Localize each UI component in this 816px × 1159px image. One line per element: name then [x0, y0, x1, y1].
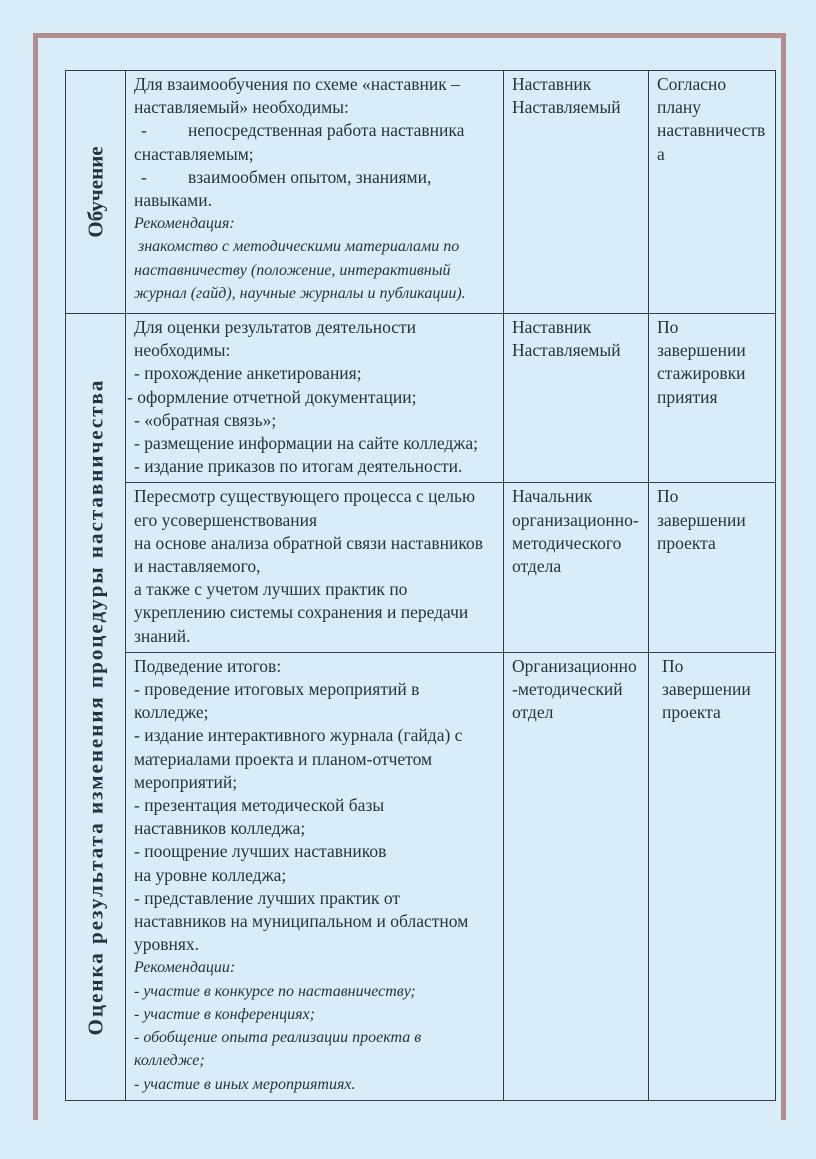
- participants-cell-evaluation: Наставник Наставляемый: [503, 312, 649, 484]
- activity-item: - взаимообмен опытом, знаниями, навыками.: [134, 166, 495, 212]
- activity-item-text: непосредственная работа наставника снаст…: [134, 120, 465, 164]
- stage-cell-training: Обучение: [65, 70, 126, 314]
- timing-cell-revision: По завершении проекта: [648, 482, 776, 653]
- stage-label-training: Обучение: [82, 146, 107, 238]
- recommendation-text: знакомство с методическими материалами п…: [134, 238, 466, 302]
- list-dash-marker: -: [141, 120, 147, 141]
- participants-cell-revision: Начальник организационно-методического о…: [503, 482, 649, 653]
- row-training: Обучение Для взаимообучения по схеме «на…: [65, 70, 776, 314]
- activity-item: - представление лучших практик от настав…: [134, 887, 469, 955]
- activity-cell-evaluation: Для оценки результатов деятельности необ…: [125, 312, 504, 484]
- activity-item: - поощрение лучших наставников на уровне…: [134, 841, 387, 885]
- activity-item: - «обратная связь»;: [134, 409, 277, 430]
- recommendation-item: - участие в конкурсе по наставничеству;: [134, 982, 416, 1000]
- activity-cell-revision: Пересмотр существующего процесса с целью…: [125, 482, 504, 653]
- activity-cell-summary: Подведение итогов: - проведение итоговых…: [125, 651, 504, 1101]
- row-revision: Пересмотр существующего процесса с целью…: [66, 482, 776, 653]
- activity-item: - издание приказов по итогам деятельност…: [134, 456, 463, 477]
- activity-intro: Для взаимообучения по схеме «наставник –…: [134, 74, 460, 118]
- recommendation-title: Рекомендация:: [134, 215, 235, 233]
- timing-cell-summary: По завершении проекта: [648, 651, 776, 1101]
- activity-item: - оформление отчетной документации;: [127, 386, 417, 407]
- timing-text: По завершении проекта: [662, 655, 751, 723]
- activity-item: - презентация методической базы наставни…: [134, 795, 385, 839]
- activity-text: Пересмотр существующего процесса с целью…: [134, 486, 483, 646]
- recommendation-item: - участие в иных мероприятиях.: [134, 1075, 356, 1093]
- activity-item: - размещение информации на сайте колледж…: [134, 433, 479, 454]
- list-dash-marker: -: [141, 166, 147, 187]
- timing-text: По завершении проекта: [657, 486, 746, 553]
- activity-item: - прохождение анкетирования;: [134, 363, 362, 384]
- mentorship-plan-table: Обучение Для взаимообучения по схеме «на…: [65, 70, 776, 1101]
- participant-line: Наставляемый: [512, 340, 621, 361]
- participant-line: Наставник: [512, 74, 592, 94]
- participants-cell-training: Наставник Наставляемый: [503, 70, 649, 314]
- stage-cell-evaluation: Оценка результата изменения процедуры на…: [65, 313, 126, 1101]
- stage-label-evaluation: Оценка результата изменения процедуры на…: [82, 378, 107, 1036]
- activity-item: - проведение итоговых мероприятий в колл…: [134, 679, 420, 723]
- participants-cell-summary: Организационно-методический отдел: [503, 651, 649, 1101]
- activity-item: - издание интерактивного журнала (гайда)…: [134, 725, 463, 792]
- row-summary: Подведение итогов: - проведение итоговых…: [66, 651, 776, 1101]
- activity-item: - непосредственная работа наставника снас…: [134, 119, 495, 165]
- recommendation-item: - обобщение опыта реализации проекта в к…: [134, 1029, 422, 1070]
- participant-line: Наставник: [512, 317, 592, 337]
- recommendation-item: - участие в конференциях;: [134, 1005, 315, 1023]
- participant-line: Начальник организационно-методического о…: [512, 486, 639, 577]
- participant-line: Наставляемый: [512, 97, 621, 118]
- activity-intro: Подведение итогов:: [134, 655, 282, 676]
- row-evaluation: Оценка результата изменения процедуры на…: [65, 312, 776, 1101]
- timing-cell-training: Согласно плану наставничества: [648, 70, 776, 314]
- recommendation-title: Рекомендации:: [134, 959, 236, 977]
- timing-text: Согласно плану наставничества: [657, 74, 766, 164]
- activity-intro: Для оценки результатов деятельности необ…: [134, 317, 417, 361]
- timing-text: По завершении стажировки приятия: [657, 317, 746, 407]
- timing-cell-evaluation: По завершении стажировки приятия: [648, 312, 776, 484]
- activity-cell-training: Для взаимообучения по схеме «наставник –…: [125, 70, 504, 314]
- activity-item-text: взаимообмен опытом, знаниями, навыками.: [134, 166, 432, 211]
- participant-line: Организационно-методический отдел: [512, 655, 637, 723]
